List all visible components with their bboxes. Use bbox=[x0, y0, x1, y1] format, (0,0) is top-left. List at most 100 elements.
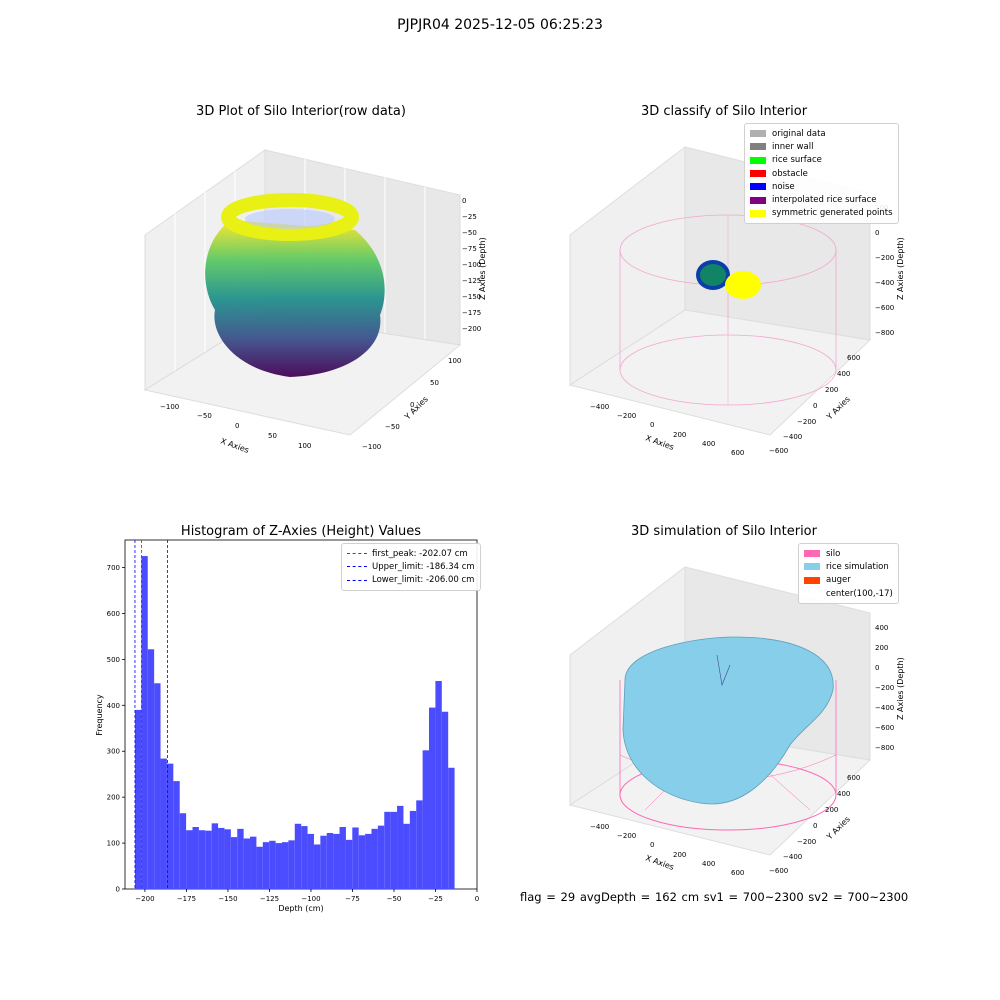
classify-legend-label: rice surface bbox=[772, 155, 822, 166]
hist-bar bbox=[429, 707, 436, 889]
svg-text:−800: −800 bbox=[875, 744, 894, 752]
simulation-legend-swatch bbox=[804, 550, 820, 558]
hist-bar bbox=[422, 750, 430, 889]
hist-bar bbox=[269, 840, 276, 889]
svg-text:X Axies: X Axies bbox=[644, 853, 675, 872]
svg-text:400: 400 bbox=[837, 370, 850, 378]
simulation-legend-label: rice simulation bbox=[826, 561, 889, 572]
hist-bar bbox=[409, 810, 417, 889]
svg-text:0: 0 bbox=[875, 664, 879, 672]
histogram-chart: −200 −175 −150 −125 −100 −75 −50 −25 0 0 100 200 30… bbox=[95, 539, 479, 913]
classify-legend-swatch bbox=[750, 130, 766, 138]
hist-y-tick-label: 300 bbox=[107, 748, 120, 756]
hist-legend-label: first_peak: -202.07 cm bbox=[372, 548, 468, 559]
hist-bar bbox=[281, 842, 289, 889]
classify-3d-plot: 200 0 −200 −400 −600 −800 Z Axies (Depth) −4… bbox=[568, 145, 905, 455]
svg-text:0: 0 bbox=[410, 401, 414, 409]
hist-bar bbox=[256, 846, 263, 889]
classify-legend-label: original data bbox=[772, 128, 826, 139]
classify-legend-swatch bbox=[750, 183, 766, 191]
svg-text:−400: −400 bbox=[783, 853, 802, 861]
svg-text:200: 200 bbox=[875, 644, 888, 652]
hist-y-tick-label: 400 bbox=[107, 702, 120, 710]
classify-legend-swatch bbox=[750, 156, 766, 164]
svg-text:100: 100 bbox=[298, 442, 311, 450]
svg-text:−200: −200 bbox=[875, 254, 894, 262]
hist-bar bbox=[352, 827, 359, 889]
hist-bar bbox=[307, 833, 314, 889]
raw-plot-title: 3D Plot of Silo Interior(row data) bbox=[196, 104, 406, 119]
svg-text:0: 0 bbox=[813, 402, 817, 410]
classify-legend-swatch bbox=[750, 196, 766, 204]
svg-text:−100: −100 bbox=[160, 403, 179, 411]
hist-legend-line bbox=[347, 553, 367, 555]
hist-bar bbox=[198, 830, 206, 889]
svg-text:−400: −400 bbox=[590, 823, 609, 831]
classify-legend-item: inner wall bbox=[750, 140, 893, 153]
hist-y-label: Frequency bbox=[95, 694, 104, 736]
hist-y-tick: 100 bbox=[107, 840, 125, 848]
svg-text:0: 0 bbox=[235, 422, 239, 430]
svg-text:−800: −800 bbox=[875, 329, 894, 337]
simulation-legend-item: silo bbox=[804, 547, 893, 560]
hist-legend-line bbox=[347, 566, 367, 568]
svg-text:400: 400 bbox=[702, 860, 715, 868]
svg-text:−400: −400 bbox=[875, 279, 894, 287]
hist-legend-item: first_peak: -202.07 cm bbox=[347, 547, 475, 560]
classify-legend-item: symmetric generated points bbox=[750, 207, 893, 220]
svg-text:Z Axies (Depth): Z Axies (Depth) bbox=[896, 237, 905, 300]
hist-x-tick-label: 0 bbox=[475, 895, 479, 903]
hist-x-tick: −75 bbox=[345, 889, 360, 903]
svg-text:400: 400 bbox=[875, 624, 888, 632]
classify-legend-label: symmetric generated points bbox=[772, 208, 893, 219]
simulation-legend-label: center(100,-17) bbox=[826, 588, 893, 599]
hist-y-tick: 400 bbox=[107, 702, 125, 710]
hist-bar bbox=[313, 844, 321, 889]
hist-bar bbox=[371, 828, 378, 889]
simulation-legend: silo rice simulation auger center(100,-17) bbox=[798, 543, 899, 605]
svg-text:400: 400 bbox=[837, 790, 850, 798]
svg-text:0: 0 bbox=[875, 229, 879, 237]
hist-x-tick-label: −75 bbox=[345, 895, 360, 903]
hist-y-tick: 700 bbox=[107, 564, 125, 572]
classify-legend-item: interpolated rice surface bbox=[750, 193, 893, 206]
svg-text:−50: −50 bbox=[462, 229, 477, 237]
classify-legend-item: noise bbox=[750, 180, 893, 193]
svg-text:−600: −600 bbox=[875, 304, 894, 312]
hist-y-tick: 200 bbox=[107, 794, 125, 802]
svg-text:−200: −200 bbox=[875, 684, 894, 692]
svg-text:−400: −400 bbox=[783, 433, 802, 441]
hist-x-tick-label: −200 bbox=[135, 895, 154, 903]
hist-x-tick-label: −100 bbox=[301, 895, 320, 903]
svg-text:0: 0 bbox=[462, 197, 466, 205]
svg-text:600: 600 bbox=[731, 449, 744, 455]
svg-text:Z Axies (Depth): Z Axies (Depth) bbox=[896, 657, 905, 720]
hist-x-tick: 0 bbox=[475, 889, 479, 903]
svg-text:−600: −600 bbox=[875, 724, 894, 732]
simulation-legend-swatch bbox=[804, 590, 820, 597]
figure-title: PJPJR04 2025-12-05 06:25:23 bbox=[397, 17, 603, 33]
hist-bar bbox=[173, 781, 180, 889]
hist-bar bbox=[224, 829, 231, 889]
hist-bar bbox=[326, 832, 334, 889]
svg-text:0: 0 bbox=[650, 421, 654, 429]
svg-text:−200: −200 bbox=[617, 412, 636, 420]
hist-bar bbox=[441, 711, 449, 889]
hist-bar bbox=[211, 823, 219, 889]
hist-x-tick: −175 bbox=[177, 889, 196, 903]
hist-y-tick: 0 bbox=[116, 886, 125, 894]
simulation-legend-label: auger bbox=[826, 575, 851, 586]
svg-text:Y Axies: Y Axies bbox=[824, 815, 852, 843]
hist-bar bbox=[365, 833, 372, 889]
simulation-legend-swatch bbox=[804, 576, 820, 584]
hist-bar bbox=[390, 811, 398, 889]
classify-legend-swatch bbox=[750, 170, 766, 178]
classify-legend-swatch bbox=[750, 209, 766, 217]
svg-text:50: 50 bbox=[430, 379, 439, 387]
hist-bar bbox=[288, 840, 295, 889]
svg-text:−200: −200 bbox=[462, 325, 481, 333]
svg-text:0: 0 bbox=[650, 841, 654, 849]
classify-legend-label: obstacle bbox=[772, 168, 808, 179]
hist-bar bbox=[237, 828, 244, 889]
svg-text:−100: −100 bbox=[462, 261, 481, 269]
